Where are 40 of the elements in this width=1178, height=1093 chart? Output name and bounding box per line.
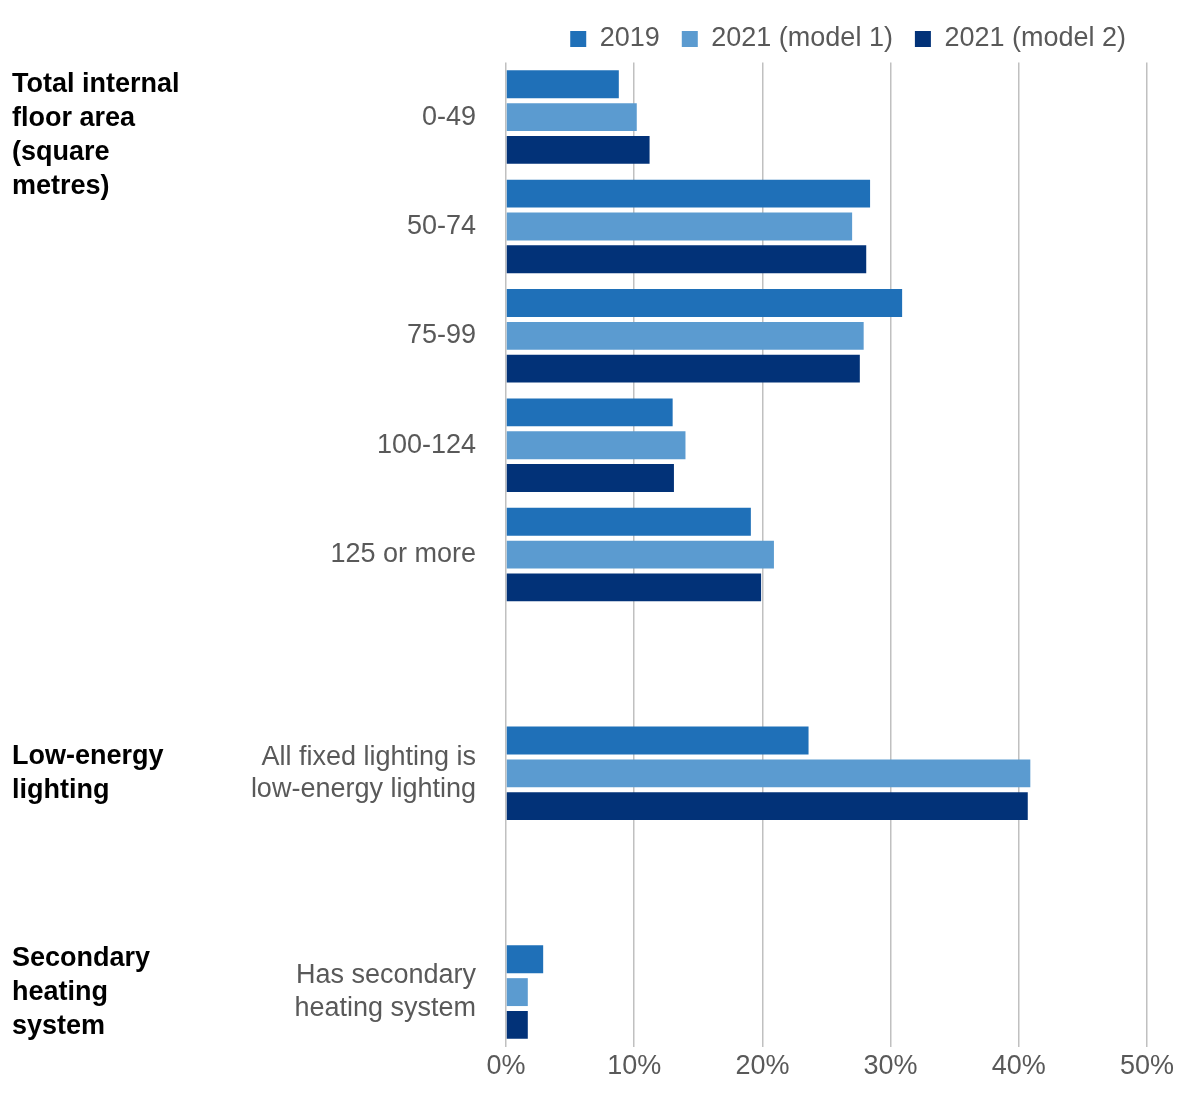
text: Total internal floor area (square metres) bbox=[12, 68, 180, 201]
y-tick-label: 100-124 bbox=[376, 428, 476, 459]
bar bbox=[506, 135, 650, 164]
bar bbox=[506, 431, 686, 460]
bar bbox=[506, 978, 528, 1007]
bar bbox=[506, 212, 853, 241]
bar bbox=[506, 70, 619, 99]
bar bbox=[506, 398, 673, 427]
text: Secondary heating system bbox=[12, 941, 151, 1040]
bar bbox=[506, 540, 774, 569]
bar bbox=[506, 179, 871, 208]
x-tick-label: 40% bbox=[991, 1050, 1046, 1081]
x-tick-label: 30% bbox=[863, 1050, 918, 1081]
text: Low-energy lighting bbox=[12, 739, 164, 804]
x-tick-label: 10% bbox=[607, 1050, 662, 1081]
bar bbox=[506, 464, 674, 492]
bar bbox=[506, 103, 637, 132]
y-tick-label: 75-99 bbox=[406, 319, 476, 350]
y-tick-label: Has secondary heating system bbox=[294, 959, 477, 1022]
y-tick-label: 0-49 bbox=[421, 100, 476, 131]
bar bbox=[506, 573, 762, 602]
x-tick-label: 20% bbox=[735, 1050, 790, 1081]
x-tick-label: 0% bbox=[486, 1050, 526, 1081]
legend-label: 2021 (model 1) bbox=[711, 22, 893, 53]
y-tick-label: 50-74 bbox=[406, 209, 476, 240]
y-tick-label: All fixed lighting is low-energy lighting bbox=[250, 740, 476, 804]
legend-label: 2021 (model 2) bbox=[944, 22, 1127, 53]
y-tick-label: 125 or more bbox=[330, 538, 476, 569]
bar bbox=[506, 945, 544, 974]
x-tick-label: 50% bbox=[1119, 1050, 1174, 1081]
bar bbox=[506, 245, 867, 274]
bar bbox=[506, 321, 864, 350]
legend-label: 2019 bbox=[599, 22, 660, 53]
bar bbox=[506, 354, 860, 383]
bar bbox=[506, 792, 1028, 821]
bar bbox=[506, 726, 809, 755]
bar bbox=[506, 289, 903, 317]
bar bbox=[506, 759, 1031, 788]
bar bbox=[506, 1010, 528, 1039]
bar bbox=[506, 507, 751, 536]
